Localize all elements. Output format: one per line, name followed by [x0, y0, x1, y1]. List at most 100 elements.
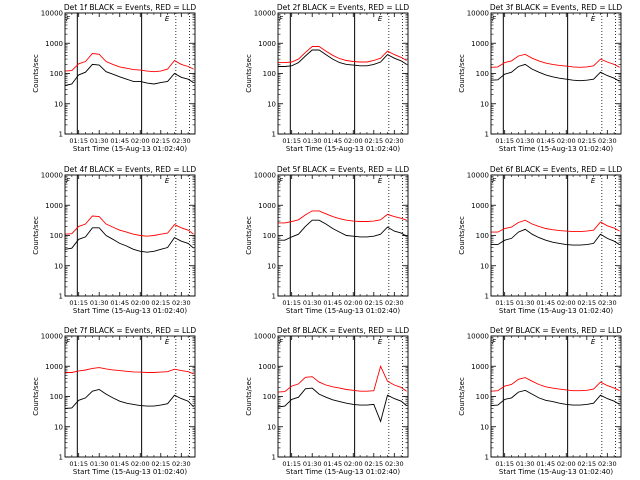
x-axis-label: Start Time (15-Aug-13 01:02:40) [286, 468, 400, 476]
detector-panel: Det 9f BLACK = Events, RED = LLD 1 10 100 10… [458, 326, 622, 476]
y-tick-label: 100 [50, 393, 63, 401]
x-axis-label: Start Time (15-Aug-13 01:02:40) [286, 307, 400, 315]
y-tick-label: 10000 [41, 10, 63, 18]
y-tick-label: 1000 [258, 202, 276, 210]
x-tick-label: 02:00 [557, 137, 576, 145]
x-tick-label: 02:00 [344, 460, 363, 468]
y-tick-label: 10 [480, 423, 489, 431]
plot-frame [490, 335, 622, 458]
x-tick-label: 02:30 [172, 460, 191, 468]
panel-title: Det 3f BLACK = Events, RED = LLD [490, 3, 623, 12]
y-tick-label: 1 [59, 454, 63, 462]
series-line-lld [491, 219, 620, 233]
x-tick-label: 02:15 [364, 460, 383, 468]
detector-panel: Det 6f BLACK = Events, RED = LLD 1 10 100 10… [458, 165, 622, 315]
series-line-lld [64, 215, 194, 237]
flare-start-marker: F [492, 177, 497, 185]
x-tick-label: 01:45 [536, 460, 555, 468]
flare-start-marker: F [279, 338, 284, 346]
series-line-events [277, 387, 407, 423]
x-axis-label: Start Time (15-Aug-13 01:02:40) [73, 468, 187, 476]
y-tick-label: 1 [272, 131, 276, 139]
x-tick-label: 02:30 [598, 460, 617, 468]
y-tick-label: 1 [59, 293, 63, 301]
y-tick-label: 10000 [254, 172, 276, 180]
y-tick-label: 1000 [45, 363, 63, 371]
x-axis-label: Start Time (15-Aug-13 01:02:40) [73, 307, 187, 315]
y-tick-label: 100 [263, 393, 276, 401]
x-tick-label: 01:30 [516, 137, 535, 145]
flare-start-marker: F [279, 15, 284, 23]
y-axis-label: Counts/sec [32, 377, 40, 416]
x-tick-label: 01:15 [282, 137, 301, 145]
panel-title: Det 4f BLACK = Events, RED = LLD [64, 165, 197, 174]
panel-title: Det 5f BLACK = Events, RED = LLD [277, 165, 410, 174]
x-tick-label: 02:30 [385, 137, 404, 145]
y-axis-label: Counts/sec [245, 377, 253, 416]
series-line-events [278, 49, 407, 67]
flare-end-marker: E [378, 338, 383, 346]
x-tick-label: 02:30 [172, 299, 191, 307]
flare-start-marker: F [279, 177, 284, 185]
series-line-lld [278, 46, 407, 64]
x-tick-label: 01:15 [495, 460, 514, 468]
panel-title: Det 6f BLACK = Events, RED = LLD [490, 165, 623, 174]
x-tick-label: 01:45 [110, 299, 129, 307]
x-tick-label: 01:15 [495, 137, 514, 145]
series-line-events [490, 63, 620, 82]
detector-panel: Det 5f BLACK = Events, RED = LLD 1 10 100 10… [245, 165, 409, 315]
x-tick-label: 02:00 [344, 299, 363, 307]
y-tick-label: 1 [485, 293, 489, 301]
plot-frame [490, 12, 622, 135]
x-tick-label: 02:15 [364, 299, 383, 307]
y-tick-label: 10 [267, 262, 276, 270]
x-tick-label: 01:45 [323, 299, 342, 307]
x-tick-label: 01:15 [282, 460, 301, 468]
x-tick-label: 02:15 [577, 460, 596, 468]
x-tick-label: 02:00 [557, 460, 576, 468]
x-tick-label: 01:15 [282, 299, 301, 307]
y-tick-label: 10 [54, 423, 63, 431]
detector-panel: Det 8f BLACK = Events, RED = LLD 1 10 100 10… [245, 326, 409, 476]
plot-frame [64, 12, 196, 135]
y-tick-label: 1 [272, 293, 276, 301]
x-tick-label: 02:30 [172, 137, 191, 145]
y-tick-label: 100 [476, 70, 489, 78]
flare-end-marker: E [378, 15, 383, 23]
y-tick-label: 1 [485, 454, 489, 462]
flare-end-marker: E [165, 15, 170, 23]
flare-start-marker: F [66, 177, 71, 185]
x-tick-label: 02:00 [131, 137, 150, 145]
y-axis-label: Counts/sec [245, 216, 253, 255]
series-line-lld [65, 367, 194, 375]
x-tick-label: 01:45 [110, 137, 129, 145]
flare-end-marker: E [378, 177, 383, 185]
y-axis-label: Counts/sec [32, 54, 40, 93]
y-tick-label: 1000 [258, 363, 276, 371]
detector-panel: Det 4f BLACK = Events, RED = LLD 1 10 100 10… [32, 165, 196, 315]
x-tick-label: 01:30 [90, 137, 109, 145]
x-tick-label: 01:15 [69, 299, 88, 307]
y-tick-label: 1000 [258, 40, 276, 48]
panel-title: Det 9f BLACK = Events, RED = LLD [490, 326, 623, 335]
x-tick-label: 02:30 [385, 299, 404, 307]
series-line-lld [490, 377, 620, 392]
y-axis-label: Counts/sec [458, 216, 466, 255]
flare-end-marker: E [591, 15, 596, 23]
plot-frame [64, 174, 196, 297]
y-tick-label: 10 [480, 100, 489, 108]
x-axis-label: Start Time (15-Aug-13 01:02:40) [286, 145, 400, 153]
y-tick-label: 10 [267, 100, 276, 108]
plot-frame [490, 174, 622, 297]
y-tick-label: 100 [476, 393, 489, 401]
detector-panel: Det 3f BLACK = Events, RED = LLD 1 10 100 10… [458, 3, 622, 153]
plot-frame [64, 335, 196, 458]
y-tick-label: 100 [50, 70, 63, 78]
x-tick-label: 01:30 [516, 299, 535, 307]
x-axis-label: Start Time (15-Aug-13 01:02:40) [499, 145, 613, 153]
x-tick-label: 02:15 [151, 137, 170, 145]
x-tick-label: 01:30 [90, 460, 109, 468]
x-tick-label: 02:15 [577, 137, 596, 145]
x-tick-label: 02:00 [557, 299, 576, 307]
